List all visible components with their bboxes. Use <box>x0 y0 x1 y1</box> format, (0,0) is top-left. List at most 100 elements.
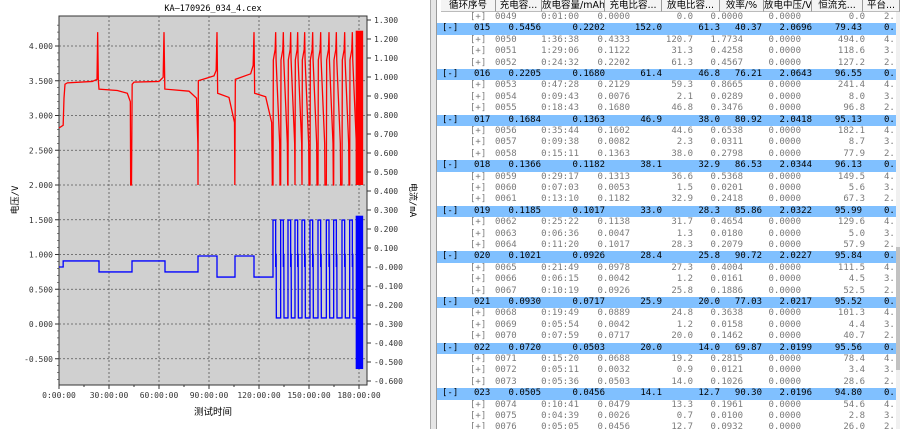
column-header[interactable]: 充电比容... <box>605 0 662 12</box>
y-left-tick-label: 0.500 <box>29 285 53 294</box>
cycle-group-row[interactable]: [-] 023 0.0505 0.0456 14.1 12.7 90.30 2.0196 94.… <box>437 388 900 400</box>
step-row[interactable]: [+] 0062 0:25:22 0.1138 31.7 0.4654 0.0000 129.… <box>437 217 900 228</box>
expand-toggle[interactable]: [+] <box>470 12 487 22</box>
step-row[interactable]: [+] 0074 0:10:41 0.0479 13.3 0.1961 0.0000 54.6… <box>437 400 900 411</box>
step-row[interactable]: [+] 0069 0:05:54 0.0042 1.2 0.0158 0.0000 4.4 3. <box>437 320 900 331</box>
cell-value: 46.8 <box>671 103 693 114</box>
step-row[interactable]: [+] 0065 0:21:49 0.0978 27.3 0.4004 0.0000 111.… <box>437 263 900 274</box>
step-row[interactable]: [+] 0057 0:09:38 0.0082 2.3 0.0311 0.0000 8.7 3. <box>437 137 900 148</box>
column-header[interactable]: 循环序号 <box>441 0 496 12</box>
expand-toggle[interactable]: [+] <box>470 331 487 342</box>
y-right-tick-label: 0.900 <box>374 92 398 101</box>
cell-value: 4.4 <box>848 319 865 330</box>
cell-value: 0.0000 <box>768 80 801 91</box>
step-row[interactable]: [+] 0073 0:05:36 0.0503 14.0 0.1026 0.0000 28.6… <box>437 377 900 388</box>
expand-toggle[interactable]: [+] <box>470 148 487 159</box>
expand-toggle[interactable]: [+] <box>470 183 487 193</box>
cell-value: 0:07:03 <box>541 183 579 193</box>
cycle-group-row[interactable]: [-] 020 0.1021 0.0926 28.4 25.8 90.72 2.0227 95.… <box>437 251 900 263</box>
collapse-toggle[interactable]: [-] <box>442 388 459 399</box>
collapse-toggle[interactable]: [-] <box>442 205 459 216</box>
cycle-group-row[interactable]: [-] 019 0.1185 0.1017 33.0 28.3 85.86 2.0322 95.… <box>437 205 900 218</box>
expand-toggle[interactable]: [+] <box>470 91 487 102</box>
expand-toggle[interactable]: [+] <box>470 354 487 364</box>
step-row[interactable]: [+] 0052 0:24:32 0.2202 61.3 0.4567 0.0000 127.… <box>437 58 900 69</box>
step-row[interactable]: [+] 0067 0:10:19 0.0926 25.8 0.1886 0.0000 52.5… <box>437 286 900 297</box>
x-tick-label: 120:00:00 <box>237 391 281 400</box>
expand-toggle[interactable]: [+] <box>470 46 487 57</box>
column-header[interactable]: 充电容... <box>496 0 542 12</box>
expand-toggle[interactable]: [+] <box>470 228 487 239</box>
expand-toggle[interactable]: [+] <box>470 411 487 421</box>
collapse-toggle[interactable]: [-] <box>442 251 459 262</box>
column-header[interactable]: 放电比容... <box>662 0 720 12</box>
cycle-group-row[interactable]: [-] 015 0.5456 0.2202 152.0 61.3 40.37 2.0696 79… <box>437 23 900 35</box>
expand-toggle[interactable]: [+] <box>470 217 487 228</box>
step-row[interactable]: [+] 0059 0:29:17 0.1313 36.6 0.5368 0.0000 149.… <box>437 172 900 183</box>
step-row[interactable]: [+] 0063 0:06:36 0.0047 1.3 0.0180 0.0000 5.0 3. <box>437 229 900 240</box>
cell-value: 0.2129 <box>597 80 630 91</box>
expand-toggle[interactable]: [+] <box>470 194 487 205</box>
expand-toggle[interactable]: [+] <box>470 285 487 296</box>
column-header[interactable]: 放电容量/mAh <box>542 0 605 12</box>
step-row[interactable]: [+] 0055 0:18:43 0.1680 46.8 0.3476 0.0000 96.8… <box>437 103 900 114</box>
expand-toggle[interactable]: [+] <box>470 319 487 330</box>
step-row[interactable]: [+] 0051 1:29:06 0.1122 31.3 0.4258 0.0000 118.… <box>437 46 900 57</box>
step-row[interactable]: [+] 0050 1:36:38 0.4333 120.7 1.7734 0.0000 494… <box>437 35 900 46</box>
step-row[interactable]: [+] 0072 0:05:11 0.0032 0.9 0.0121 0.0000 3.4 3. <box>437 365 900 376</box>
step-number: 0075 <box>495 411 517 421</box>
cycle-group-row[interactable]: [-] 017 0.1684 0.1363 46.9 38.0 80.92 2.0418 95.… <box>437 114 900 126</box>
column-header[interactable]: 平台... <box>863 0 900 12</box>
step-row[interactable]: [+] 0060 0:07:03 0.0053 1.5 0.0201 0.0000 5.6 3. <box>437 183 900 194</box>
cycle-group-row[interactable]: [-] 021 0.0930 0.0717 25.9 20.0 77.03 2.0217 95.… <box>437 297 900 309</box>
cycle-group-row[interactable]: [-] 022 0.0720 0.0503 20.0 14.0 69.87 2.0199 95.… <box>437 342 900 354</box>
expand-toggle[interactable]: [+] <box>470 399 487 410</box>
cycle-group-row[interactable]: [-] 018 0.1366 0.1182 38.1 32.9 86.53 2.0344 96.… <box>437 160 900 172</box>
expand-toggle[interactable]: [+] <box>470 103 487 114</box>
cell-value: 96.8 <box>843 103 865 114</box>
collapse-toggle[interactable]: [-] <box>442 297 459 307</box>
step-row[interactable]: [+] 0061 0:13:10 0.1182 32.9 0.2418 0.0000 67.3… <box>437 194 900 205</box>
expand-toggle[interactable]: [+] <box>470 376 487 387</box>
collapse-toggle[interactable]: [-] <box>442 23 459 34</box>
expand-toggle[interactable]: [+] <box>470 262 487 273</box>
step-row[interactable]: [+] 0075 0:04:39 0.0026 0.7 0.0100 0.0000 2.8 3. <box>437 411 900 422</box>
collapse-toggle[interactable]: [-] <box>442 342 459 353</box>
collapse-toggle[interactable]: [-] <box>442 160 459 171</box>
expand-toggle[interactable]: [+] <box>470 34 487 45</box>
column-header[interactable]: 放电中压/V <box>764 0 812 12</box>
step-row[interactable]: [+] 0056 0:35:44 0.1602 44.6 0.6538 0.0000 182.… <box>437 126 900 137</box>
cell-value: 0.0201 <box>710 183 743 193</box>
expand-toggle[interactable]: [+] <box>470 365 487 376</box>
step-row[interactable]: [+] 0071 0:15:20 0.0688 19.2 0.2815 0.0000 78.4… <box>437 354 900 365</box>
column-header[interactable]: 效率/% <box>720 0 764 12</box>
expand-toggle[interactable]: [+] <box>470 240 487 250</box>
column-header[interactable]: 恒流充... <box>812 0 863 12</box>
collapse-toggle[interactable]: [-] <box>442 114 459 125</box>
cell-value: 0.8665 <box>710 80 743 91</box>
step-row[interactable]: [+] 0066 0:06:15 0.0042 1.2 0.0161 0.0000 4.5 3. <box>437 274 900 285</box>
step-row[interactable]: [+] 0064 0:11:20 0.1017 28.3 0.2079 0.0000 57.9… <box>437 240 900 251</box>
step-row[interactable]: [+] 0068 0:19:49 0.0889 24.8 0.3638 0.0000 101.… <box>437 308 900 319</box>
step-row[interactable]: [+] 0058 0:15:11 0.1363 38.0 0.2798 0.0000 77.9… <box>437 149 900 160</box>
panel-splitter[interactable] <box>430 0 437 429</box>
voltage-current-chart[interactable]: KA—170926_034_4.cex 0:00:00 30:00:00 60:00:… <box>0 0 430 429</box>
cell-value: 0.2202 <box>572 23 605 34</box>
expand-toggle[interactable]: [+] <box>470 171 487 182</box>
expand-toggle[interactable]: [+] <box>470 422 487 429</box>
expand-toggle[interactable]: [+] <box>470 80 487 91</box>
vertical-scrollbar[interactable] <box>896 12 900 429</box>
step-row[interactable]: [+] 0049 0:01:00 0.0000 0.0 0.0000 0.0000 0.0 2. <box>437 12 900 23</box>
step-row[interactable]: [+] 0076 0:05:05 0.0456 12.7 0.0932 0.0000 26.0… <box>437 422 900 429</box>
step-row[interactable]: [+] 0054 0:09:43 0.0076 2.1 0.0289 0.0000 8.0 3. <box>437 92 900 103</box>
step-row[interactable]: [+] 0070 0:07:59 0.0717 20.0 0.1462 0.0000 40.7… <box>437 331 900 342</box>
expand-toggle[interactable]: [+] <box>470 308 487 319</box>
collapse-toggle[interactable]: [-] <box>442 69 459 79</box>
scrollbar-thumb[interactable] <box>896 247 900 370</box>
expand-toggle[interactable]: [+] <box>470 274 487 285</box>
expand-toggle[interactable]: [+] <box>470 57 487 68</box>
step-row[interactable]: [+] 0053 0:47:28 0.2129 59.3 0.8665 0.0000 241.… <box>437 80 900 91</box>
expand-toggle[interactable]: [+] <box>470 137 487 148</box>
expand-toggle[interactable]: [+] <box>470 126 487 136</box>
cycle-group-row[interactable]: [-] 016 0.2205 0.1680 61.4 46.8 76.21 2.0643 96.… <box>437 69 900 81</box>
